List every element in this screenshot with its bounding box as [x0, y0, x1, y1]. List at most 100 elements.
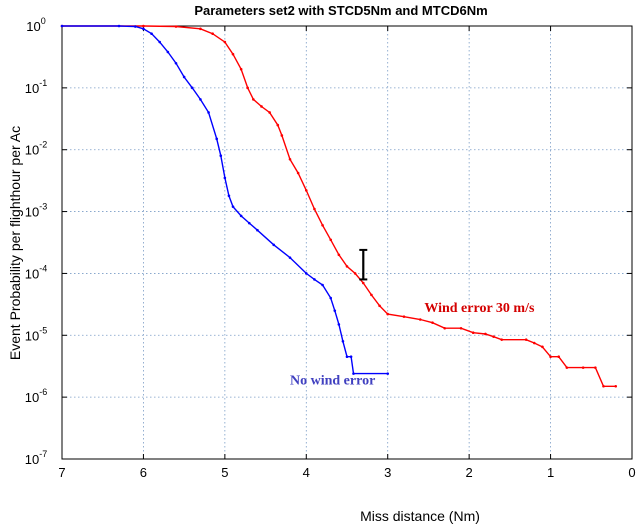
- series-point-1: [150, 32, 153, 36]
- series-point-0: [321, 223, 324, 227]
- series-point-1: [345, 355, 349, 359]
- series-point-0: [246, 86, 249, 90]
- y-tick-exponent: -6: [39, 387, 47, 397]
- series-point-1: [133, 25, 137, 28]
- series-point-1: [182, 75, 186, 79]
- series-point-1: [227, 194, 231, 198]
- series-point-0: [471, 331, 475, 335]
- y-tick-mantissa: 10: [25, 205, 39, 220]
- series-line-0: [62, 25, 616, 387]
- series-point-0: [337, 253, 341, 257]
- x-tick-label: 3: [384, 465, 391, 480]
- plot-frame: [61, 25, 633, 460]
- y-tick-mantissa: 10: [25, 452, 39, 467]
- series-point-1: [247, 221, 251, 225]
- y-tick-mantissa: 10: [25, 143, 39, 158]
- series-point-1: [272, 243, 276, 247]
- y-tick-exponent: -2: [39, 140, 47, 150]
- series-point-0: [500, 338, 504, 341]
- series-point-0: [557, 355, 561, 359]
- series-point-0: [549, 355, 552, 359]
- series-point-1: [219, 154, 223, 158]
- y-tick-exponent: -3: [39, 202, 47, 212]
- series-point-0: [402, 315, 406, 318]
- series-point-1: [321, 283, 324, 287]
- series-point-1: [337, 323, 341, 326]
- series-point-1: [329, 296, 333, 300]
- series-point-1: [231, 205, 235, 208]
- y-tick-exponent: -7: [39, 449, 47, 459]
- series-point-0: [565, 366, 569, 369]
- series-point-0: [614, 384, 618, 388]
- series-point-0: [378, 304, 381, 308]
- y-tick-label: 10-6: [25, 387, 47, 405]
- series-point-1: [349, 355, 353, 359]
- grid: [62, 26, 632, 459]
- series-point-0: [459, 326, 463, 330]
- y-tick-label: 10-2: [25, 140, 47, 158]
- series-point-0: [174, 25, 178, 28]
- series-point-1: [174, 61, 178, 65]
- y-tick-label: 10-4: [25, 263, 47, 281]
- series-point-0: [524, 338, 528, 341]
- series-point-1: [304, 272, 308, 275]
- series-point-0: [443, 326, 447, 330]
- series-point-1: [333, 309, 337, 312]
- series-point-1: [288, 256, 292, 259]
- series-point-0: [492, 335, 495, 338]
- series-layer: [60, 24, 618, 388]
- series-point-0: [142, 24, 145, 28]
- series-point-0: [211, 32, 214, 36]
- series-point-0: [361, 281, 365, 285]
- y-tick-mantissa: 10: [25, 390, 39, 405]
- x-tick-label: 4: [303, 465, 310, 480]
- series-point-1: [117, 24, 121, 28]
- series-point-1: [352, 372, 355, 375]
- series-point-1: [215, 137, 219, 141]
- x-tick-label: 6: [140, 465, 147, 480]
- y-tick-exponent: -4: [39, 263, 47, 273]
- y-tick-label: 10-7: [25, 449, 47, 467]
- x-axis-label: Miss distance (Nm): [360, 508, 480, 524]
- x-tick-label: 7: [58, 465, 65, 480]
- y-tick-label: 10-3: [25, 202, 47, 220]
- series-point-0: [252, 98, 255, 101]
- series-point-0: [268, 111, 271, 114]
- series-point-1: [166, 50, 170, 54]
- series-point-0: [296, 171, 300, 175]
- series-point-0: [304, 189, 308, 192]
- series-point-0: [345, 265, 349, 268]
- series-point-0: [276, 123, 280, 127]
- series-point-0: [386, 312, 390, 316]
- series-point-0: [418, 318, 422, 321]
- y-tick-exponent: -5: [39, 325, 47, 335]
- series-point-1: [256, 228, 259, 232]
- series-point-1: [341, 339, 345, 343]
- series-point-0: [231, 52, 235, 56]
- series-point-1: [223, 176, 227, 180]
- series-point-0: [329, 238, 333, 242]
- series-point-0: [239, 67, 243, 71]
- series-point-0: [223, 40, 227, 44]
- series-point-1: [158, 40, 162, 44]
- x-tick-label: 1: [547, 465, 554, 480]
- y-tick-label: 100: [26, 16, 45, 34]
- series-point-0: [199, 27, 202, 31]
- x-tick-label: 2: [466, 465, 473, 480]
- series-point-0: [288, 157, 292, 161]
- series-point-0: [484, 332, 487, 336]
- error-bar: [359, 248, 368, 281]
- series-point-1: [207, 111, 210, 114]
- y-tick-exponent: 0: [41, 16, 46, 26]
- series-point-1: [190, 86, 194, 90]
- series-point-0: [260, 105, 263, 108]
- series-point-0: [431, 321, 434, 324]
- series-point-0: [313, 207, 316, 211]
- x-tick-label: 0: [628, 465, 635, 480]
- y-tick-mantissa: 10: [25, 328, 39, 343]
- series-point-0: [581, 366, 585, 369]
- series-point-0: [594, 366, 597, 369]
- series-point-1: [239, 214, 243, 218]
